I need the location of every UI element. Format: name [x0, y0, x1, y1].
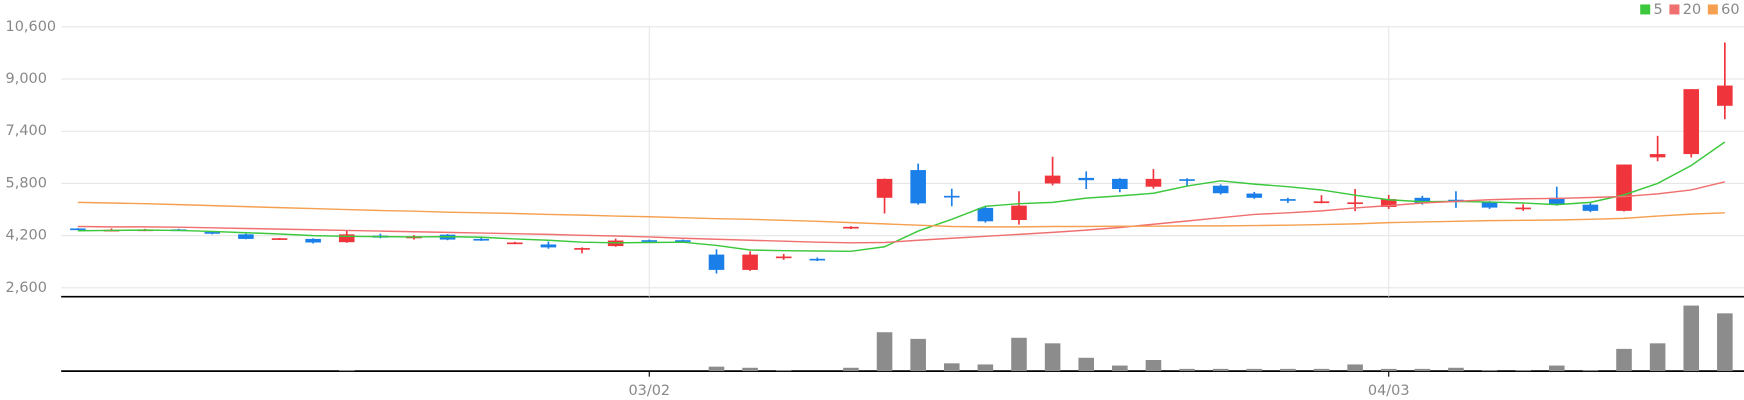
- x-tick-label: 03/02: [628, 383, 670, 399]
- volume-bar: [1582, 370, 1599, 372]
- candle-body: [1145, 178, 1162, 187]
- volume-bar: [1649, 343, 1666, 372]
- volume-bar: [742, 367, 758, 372]
- candle-body: [1212, 185, 1229, 194]
- candle-body: [1448, 199, 1464, 202]
- ma-line: [77, 201, 1725, 228]
- volume-bar: [1112, 365, 1128, 372]
- volume-bar: [1044, 343, 1061, 372]
- candle-body: [1649, 154, 1666, 158]
- volume-bar: [1380, 368, 1397, 372]
- candle-body: [675, 240, 691, 242]
- candle-body: [1549, 197, 1565, 205]
- candle-body: [1280, 199, 1296, 201]
- volume-bar: [876, 332, 893, 372]
- legend-label: 5: [1654, 2, 1663, 18]
- candle-body: [1717, 85, 1733, 106]
- x-tick-label: 04/03: [1368, 383, 1410, 399]
- legend-swatch: [1640, 4, 1651, 15]
- candle-body: [1481, 202, 1498, 208]
- volume-bar: [977, 364, 994, 372]
- candle-body: [1011, 205, 1027, 220]
- candle-body: [540, 244, 557, 248]
- candle-body: [1582, 204, 1599, 211]
- volume-bar: [338, 370, 355, 372]
- candle-body: [1380, 199, 1397, 207]
- candle-body: [1313, 201, 1330, 204]
- candle-body: [809, 258, 826, 261]
- volume-bar: [1246, 368, 1263, 372]
- y-tick-label: 4,200: [6, 228, 47, 244]
- candle-body: [70, 228, 86, 231]
- candle-body: [271, 238, 288, 240]
- candle-body: [574, 248, 590, 250]
- candle-body: [305, 238, 321, 243]
- volume-bar: [1011, 337, 1027, 372]
- legend-swatch: [1707, 4, 1718, 15]
- candle-body: [742, 254, 758, 270]
- legend-swatch: [1669, 4, 1680, 15]
- candle-body: [1112, 178, 1128, 189]
- volume-bar: [1145, 360, 1162, 372]
- volume-bar: [1616, 348, 1632, 372]
- legend-label: 20: [1683, 2, 1701, 18]
- y-tick-label: 10,600: [6, 19, 57, 35]
- volume-bar: [1683, 305, 1700, 372]
- volume-bar: [1549, 365, 1565, 372]
- legend-label: 60: [1721, 2, 1739, 18]
- volume-bar: [1179, 368, 1195, 372]
- candle-body: [977, 207, 994, 222]
- volume-bar: [1280, 368, 1296, 372]
- candle-body: [338, 234, 355, 243]
- volume-bar: [1481, 370, 1498, 372]
- volume-bar: [910, 338, 926, 372]
- candle-body: [708, 254, 725, 270]
- candle-body: [910, 170, 926, 204]
- candle-body: [1179, 179, 1195, 181]
- volume-bar: [1212, 368, 1229, 372]
- volume-bar: [775, 370, 792, 372]
- volume-bar: [943, 363, 960, 372]
- candle-body: [1246, 193, 1263, 198]
- candle-body: [641, 240, 658, 242]
- candle-body: [775, 256, 792, 259]
- y-tick-label: 7,400: [6, 123, 47, 139]
- y-tick-label: 9,000: [6, 71, 47, 87]
- volume-bar: [1448, 367, 1464, 372]
- volume-bar: [708, 366, 725, 372]
- candle-body: [1414, 197, 1431, 204]
- candle-body: [1078, 177, 1095, 181]
- candle-body: [1515, 207, 1531, 210]
- y-tick-label: 5,800: [6, 175, 47, 191]
- volume-bar: [1347, 364, 1363, 372]
- candle-body: [204, 232, 221, 234]
- candle-body: [943, 195, 960, 198]
- y-tick-label: 2,600: [6, 280, 47, 296]
- candle-body: [843, 226, 859, 229]
- volume-bar: [1515, 370, 1531, 372]
- candle-body: [1616, 164, 1632, 211]
- ma-line: [77, 181, 1726, 244]
- candle-body: [473, 238, 489, 241]
- candle-body: [876, 178, 893, 198]
- candle-body: [1347, 202, 1363, 205]
- volume-bar: [1078, 357, 1095, 372]
- volume-bar: [1313, 368, 1330, 372]
- candle-body: [238, 234, 254, 239]
- candle-body: [1683, 89, 1700, 155]
- volume-bar: [1414, 368, 1431, 372]
- volume-bar: [843, 367, 859, 372]
- candle-body: [507, 242, 523, 245]
- candle-body: [1044, 175, 1061, 184]
- volume-bar: [1717, 313, 1733, 372]
